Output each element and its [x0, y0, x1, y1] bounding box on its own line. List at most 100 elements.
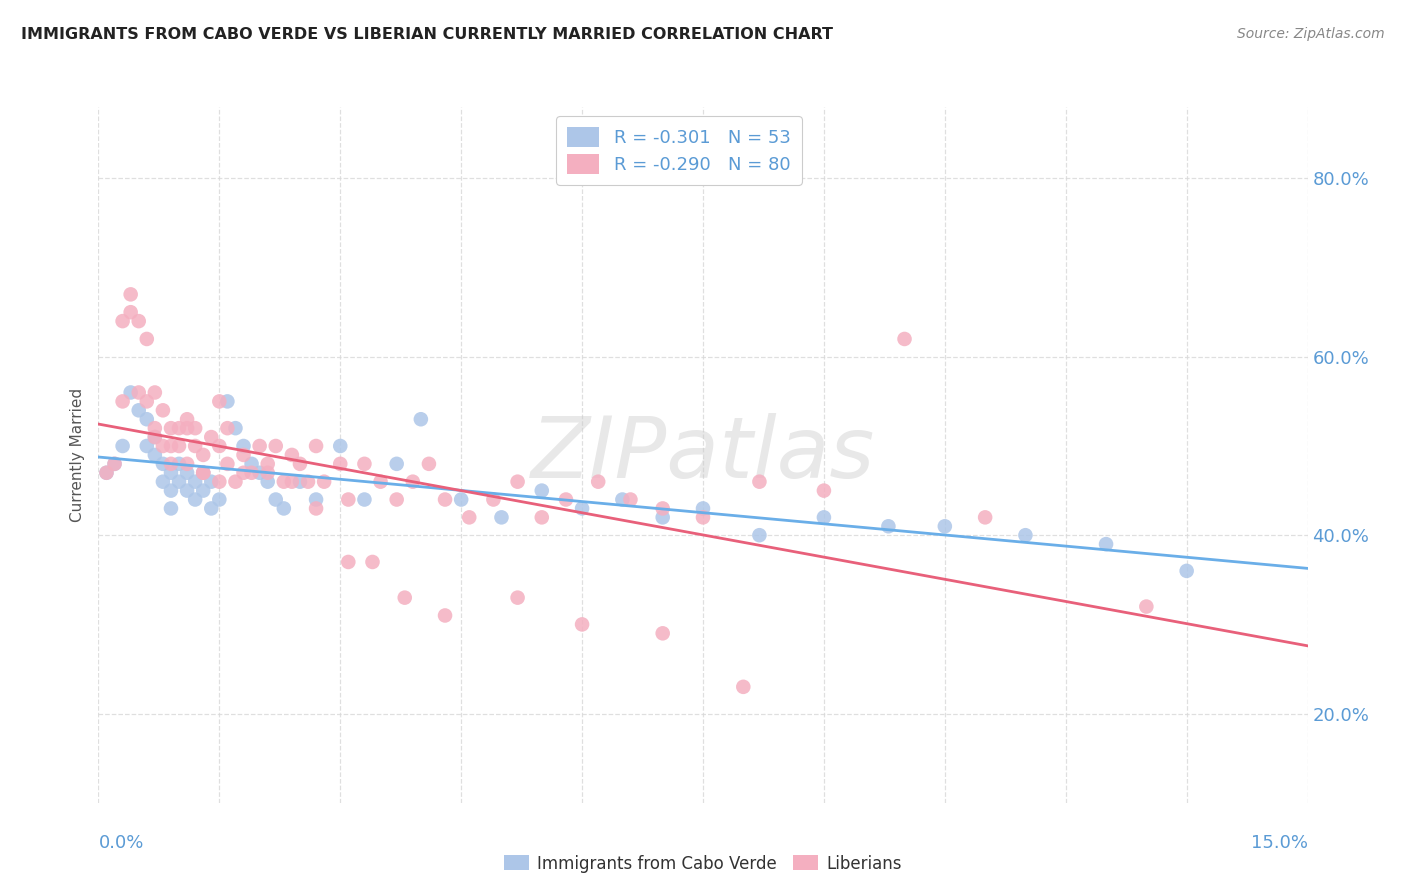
Point	[434, 492, 457, 507]
Point	[160, 457, 183, 471]
Point	[651, 626, 673, 640]
Legend: R = -0.301   N = 53, R = -0.290   N = 80: R = -0.301 N = 53, R = -0.290 N = 80	[557, 116, 801, 185]
Point	[1014, 528, 1036, 542]
Point	[176, 421, 198, 435]
Text: ZIPatlas: ZIPatlas	[531, 413, 875, 497]
Point	[305, 492, 328, 507]
Point	[249, 439, 271, 453]
Point	[120, 305, 142, 319]
Point	[143, 430, 166, 444]
Point	[256, 475, 278, 489]
Point	[256, 457, 278, 471]
Point	[394, 591, 416, 605]
Point	[409, 412, 432, 426]
Point	[571, 501, 593, 516]
Point	[458, 510, 481, 524]
Point	[506, 475, 529, 489]
Point	[103, 457, 125, 471]
Point	[934, 519, 956, 533]
Point	[491, 510, 513, 524]
Point	[273, 475, 295, 489]
Point	[434, 608, 457, 623]
Point	[152, 403, 174, 417]
Point	[152, 475, 174, 489]
Point	[184, 475, 207, 489]
Point	[167, 421, 190, 435]
Point	[208, 394, 231, 409]
Y-axis label: Currently Married: Currently Married	[70, 388, 86, 522]
Point	[160, 439, 183, 453]
Point	[200, 430, 222, 444]
Point	[135, 439, 157, 453]
Point	[571, 617, 593, 632]
Point	[128, 385, 150, 400]
Point	[288, 457, 311, 471]
Point	[167, 439, 190, 453]
Legend: Immigrants from Cabo Verde, Liberians: Immigrants from Cabo Verde, Liberians	[498, 848, 908, 880]
Point	[184, 439, 207, 453]
Point	[733, 680, 755, 694]
Point	[353, 457, 375, 471]
Point	[176, 483, 198, 498]
Point	[555, 492, 578, 507]
Point	[217, 421, 239, 435]
Point	[651, 501, 673, 516]
Point	[143, 385, 166, 400]
Point	[264, 492, 287, 507]
Point	[748, 528, 770, 542]
Point	[329, 457, 352, 471]
Point	[152, 457, 174, 471]
Point	[208, 475, 231, 489]
Point	[506, 591, 529, 605]
Point	[273, 501, 295, 516]
Point	[813, 510, 835, 524]
Point	[143, 421, 166, 435]
Point	[402, 475, 425, 489]
Point	[974, 510, 997, 524]
Point	[482, 492, 505, 507]
Point	[200, 475, 222, 489]
Point	[176, 412, 198, 426]
Text: 0.0%: 0.0%	[98, 834, 143, 852]
Point	[135, 332, 157, 346]
Point	[256, 466, 278, 480]
Point	[143, 430, 166, 444]
Text: IMMIGRANTS FROM CABO VERDE VS LIBERIAN CURRENTLY MARRIED CORRELATION CHART: IMMIGRANTS FROM CABO VERDE VS LIBERIAN C…	[21, 27, 834, 42]
Point	[329, 439, 352, 453]
Point	[249, 466, 271, 480]
Point	[305, 501, 328, 516]
Point	[224, 421, 246, 435]
Point	[200, 501, 222, 516]
Point	[385, 492, 408, 507]
Point	[370, 475, 392, 489]
Point	[111, 439, 134, 453]
Point	[128, 403, 150, 417]
Point	[651, 510, 673, 524]
Point	[305, 439, 328, 453]
Point	[111, 394, 134, 409]
Point	[612, 492, 634, 507]
Point	[135, 412, 157, 426]
Point	[184, 421, 207, 435]
Point	[240, 466, 263, 480]
Point	[1095, 537, 1118, 551]
Point	[281, 475, 304, 489]
Point	[748, 475, 770, 489]
Point	[193, 466, 215, 480]
Point	[385, 457, 408, 471]
Point	[530, 483, 553, 498]
Point	[353, 492, 375, 507]
Point	[1175, 564, 1198, 578]
Point	[692, 501, 714, 516]
Point	[217, 457, 239, 471]
Point	[143, 448, 166, 462]
Point	[877, 519, 900, 533]
Point	[120, 287, 142, 301]
Point	[264, 439, 287, 453]
Point	[193, 466, 215, 480]
Point	[418, 457, 440, 471]
Point	[193, 466, 215, 480]
Point	[167, 475, 190, 489]
Point	[176, 466, 198, 480]
Point	[167, 457, 190, 471]
